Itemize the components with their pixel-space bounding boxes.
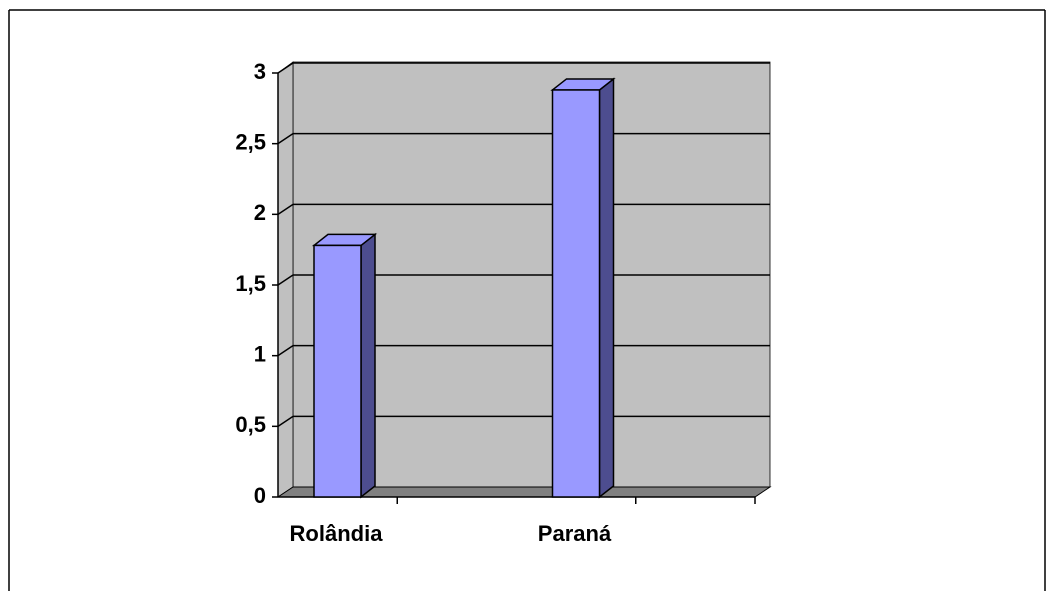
y-tick-label: 0 bbox=[254, 483, 266, 508]
grid-line bbox=[277, 203, 294, 215]
y-tick-label: 0,5 bbox=[235, 412, 266, 437]
x-tick-label: Paraná bbox=[538, 521, 612, 546]
grid-line bbox=[277, 274, 294, 286]
grid-line bbox=[277, 62, 294, 74]
y-tick-label: 1,5 bbox=[235, 271, 266, 296]
y-tick-label: 2,5 bbox=[235, 129, 266, 154]
y-tick-label: 3 bbox=[254, 59, 266, 84]
grid-line bbox=[277, 415, 294, 427]
grid-line bbox=[277, 345, 294, 357]
y-tick-label: 1 bbox=[254, 341, 266, 366]
grid-line bbox=[277, 133, 294, 145]
bar-side bbox=[598, 77, 615, 499]
x-tick-label: Rolândia bbox=[290, 521, 384, 546]
y-tick-label: 2 bbox=[254, 200, 266, 225]
bar bbox=[551, 89, 601, 498]
bar-side bbox=[360, 232, 376, 499]
bar bbox=[313, 244, 362, 498]
